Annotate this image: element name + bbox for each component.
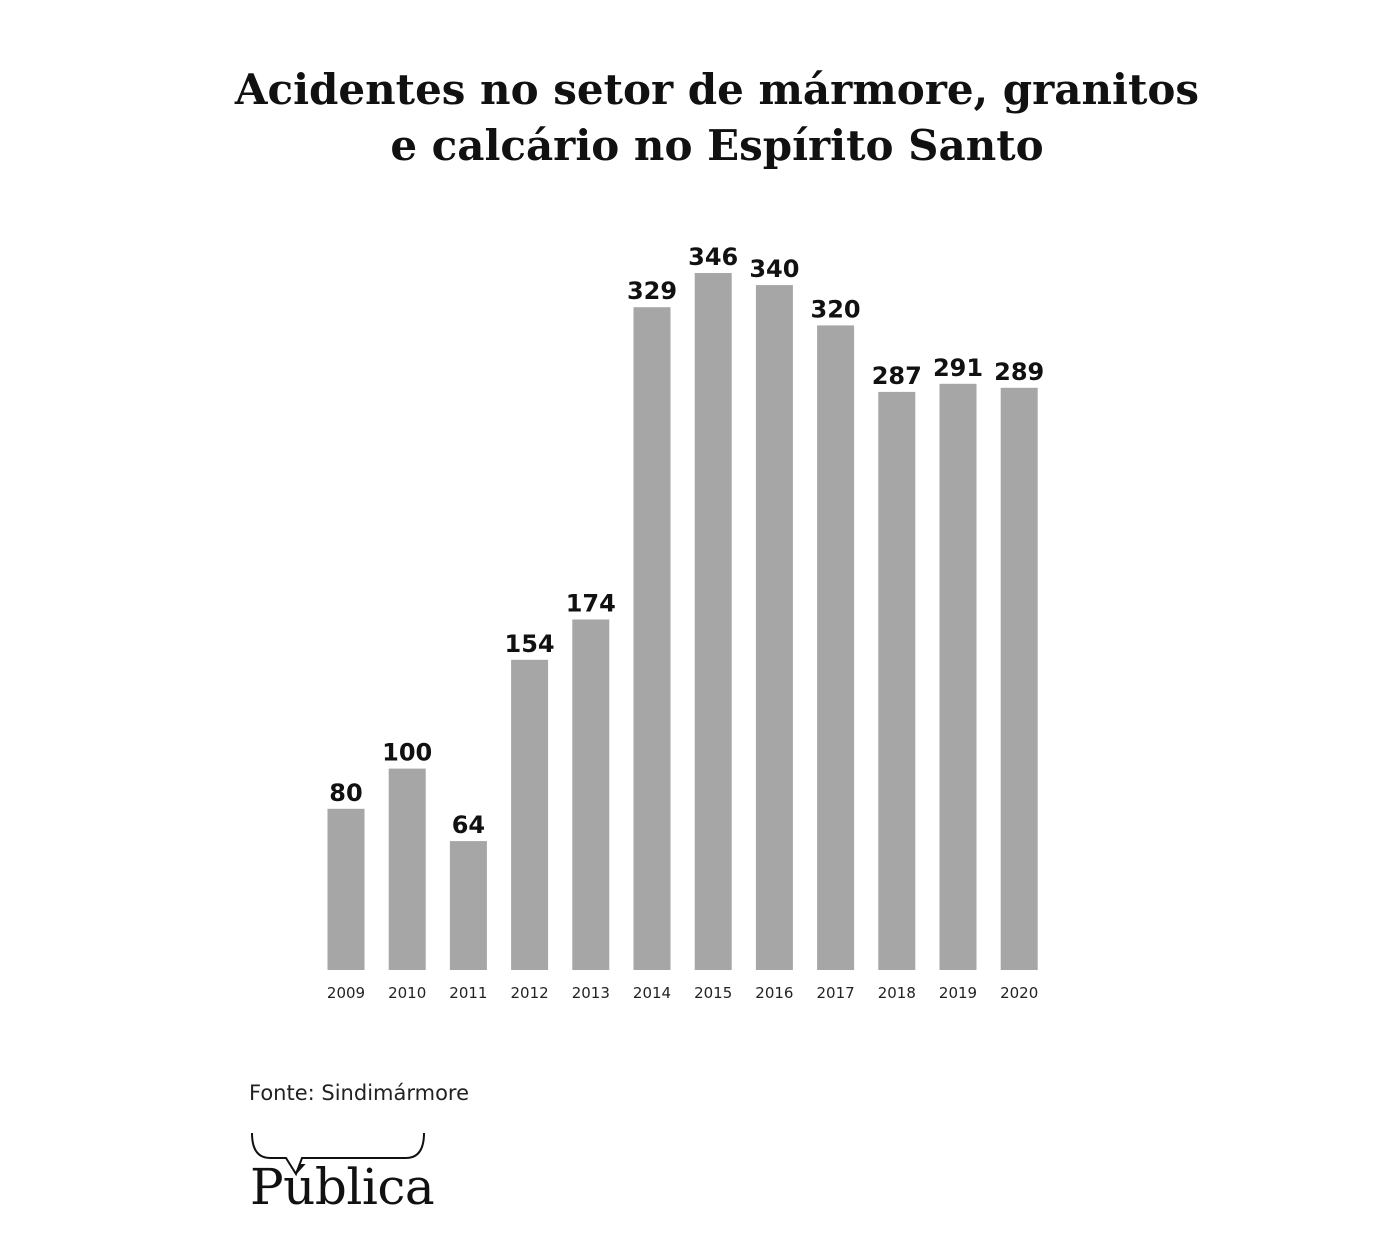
data-label-2018: 287	[872, 362, 922, 390]
x-tick-label-2014: 2014	[633, 984, 671, 1002]
data-label-2017: 320	[811, 295, 861, 323]
bar-2019	[939, 383, 977, 970]
chart-title-line-1: Acidentes no setor de mármore, granitos	[234, 65, 1200, 114]
x-tick-label-2010: 2010	[388, 984, 426, 1002]
x-tick-label-2015: 2015	[694, 984, 732, 1002]
x-tick-label-2020: 2020	[1000, 984, 1038, 1002]
data-label-2015: 346	[688, 243, 738, 271]
data-label-2014: 329	[627, 277, 677, 305]
bar-2018	[878, 391, 916, 970]
publica-logo: Pública	[246, 1128, 436, 1224]
data-label-2019: 291	[933, 354, 983, 382]
data-label-2020: 289	[994, 358, 1044, 386]
bar-2015	[694, 273, 732, 970]
data-label-2009: 80	[329, 779, 362, 807]
bar-2011	[449, 841, 487, 970]
x-tick-label-2017: 2017	[817, 984, 855, 1002]
bar-2016	[755, 285, 793, 971]
bar-2020	[1000, 387, 1038, 970]
source-note: Fonte: Sindimármore	[249, 1081, 470, 1105]
bar-2017	[817, 325, 855, 970]
data-label-2011: 64	[452, 811, 485, 839]
data-label-2010: 100	[382, 739, 432, 767]
bar-2014	[633, 307, 671, 970]
x-tick-label-2013: 2013	[572, 984, 610, 1002]
x-tick-label-2019: 2019	[939, 984, 977, 1002]
chart-title-line-2: e calcário no Espírito Santo	[390, 121, 1044, 170]
x-tick-label-2012: 2012	[511, 984, 549, 1002]
x-tick-label-2016: 2016	[755, 984, 793, 1002]
bar-2013	[572, 619, 610, 970]
speech-brace-icon	[251, 1132, 425, 1177]
bar-2010	[388, 768, 426, 970]
data-label-2016: 340	[749, 255, 799, 283]
bar-2012	[511, 659, 549, 970]
bar-2009	[327, 808, 365, 970]
chart-title: Acidentes no setor de mármore, granitos …	[0, 62, 1400, 174]
x-tick-label-2018: 2018	[878, 984, 916, 1002]
data-label-2012: 154	[505, 630, 555, 658]
logo-text: Pública	[250, 1158, 435, 1216]
x-tick-label-2009: 2009	[327, 984, 365, 1002]
data-label-2013: 174	[566, 590, 616, 618]
x-tick-label-2011: 2011	[449, 984, 487, 1002]
